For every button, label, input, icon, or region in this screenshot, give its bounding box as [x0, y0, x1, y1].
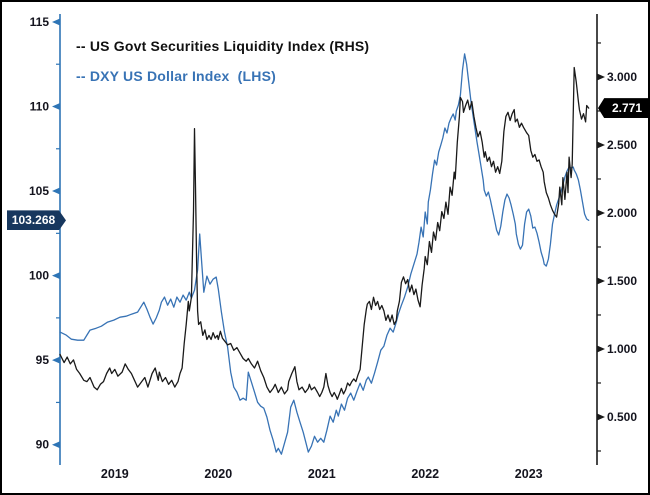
x-axis-year-label: 2022 [411, 467, 439, 481]
right-axis-tick [597, 209, 605, 217]
x-axis-year-label: 2020 [204, 467, 232, 481]
left-axis-tick [52, 187, 60, 195]
series-line-liquidity [59, 66, 590, 400]
left-axis-tick-label: 100 [29, 269, 49, 283]
left-axis-tick [52, 441, 60, 449]
right-axis-tick [597, 345, 605, 353]
left-axis-last-value-badge: 103.268 [7, 210, 66, 231]
left-axis-tick-label: 110 [30, 99, 50, 113]
legend-entry-liquidity-index: -- US Govt Securities Liquidity Index (R… [76, 38, 370, 54]
right-axis-tick [597, 73, 605, 81]
x-axis-year-label: 2023 [515, 467, 543, 481]
right-axis-last-value-badge: 2.771 [598, 98, 648, 119]
left-axis-tick [52, 272, 60, 280]
right-axis-tick-label: 1.000 [607, 342, 637, 356]
right-axis-tick-label: 0.500 [607, 410, 637, 424]
right-axis-tick-label: 2.500 [607, 138, 637, 152]
left-axis-tick [52, 18, 60, 26]
x-axis-year-label: 2021 [308, 467, 336, 481]
legend-entry-dxy-index: -- DXY US Dollar Index (LHS) [76, 68, 277, 84]
right-axis-tick-label: 2.000 [607, 206, 637, 220]
series-line-dxy [59, 53, 590, 455]
right-axis-tick-label: 3.000 [607, 70, 637, 84]
right-axis-tick [597, 413, 605, 421]
left-axis-tick [52, 356, 60, 364]
right-axis-tick [597, 141, 605, 149]
left-axis-tick-label: 105 [29, 184, 49, 198]
x-axis-year-label: 2019 [101, 467, 129, 481]
right-axis-tick-label: 1.500 [607, 274, 637, 288]
left-axis-tick [52, 102, 60, 110]
right-axis-tick [597, 277, 605, 285]
left-axis-tick-label: 95 [36, 353, 50, 367]
left-axis-tick-label: 115 [30, 15, 50, 29]
left-axis-tick-label: 90 [36, 438, 50, 452]
